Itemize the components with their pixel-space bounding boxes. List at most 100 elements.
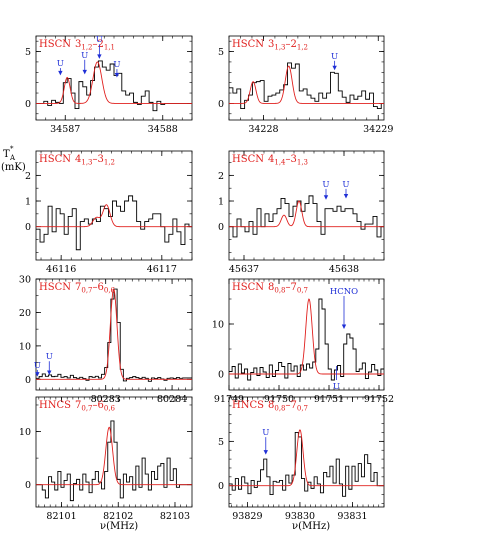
annotation-arrowhead xyxy=(332,65,337,71)
annotation-marker: U xyxy=(96,35,103,59)
observed-spectrum xyxy=(36,195,192,251)
label-part-mol: HSCN xyxy=(232,39,264,50)
y-tick-label: 0 xyxy=(218,99,224,110)
label-part-mol: HSCN xyxy=(39,154,71,165)
spectrum-panel-2: 34228 34229 0 5 HSCN 31,3–21,2 U xyxy=(218,35,393,135)
y-tick-label: 20 xyxy=(19,308,31,319)
label-part-mol: HSCN xyxy=(39,282,71,293)
label-part-l1: 3 xyxy=(291,154,297,165)
x-tick-label: 46117 xyxy=(147,264,177,275)
x-tick-label: 93829 xyxy=(232,511,262,522)
y-tick-label: 2 xyxy=(25,171,31,182)
panel-label: HNCS 70,7–60,6 xyxy=(39,400,116,413)
spectrum-panel-7: 82101 82102 82103 0 10 HNCS 70,7–60,6 xyxy=(19,396,193,522)
annotation-marker: U xyxy=(342,180,350,199)
plot-frame xyxy=(228,278,385,391)
panel-label: HSCN 80,8–70,7 xyxy=(232,282,308,295)
x-tick-label: 93830 xyxy=(285,511,315,522)
annotation-label: HCNO xyxy=(330,287,358,297)
label-part-u1: 4 xyxy=(75,154,81,165)
y-tick-label: 0 xyxy=(25,375,31,386)
annotation-arrowhead xyxy=(97,54,102,59)
label-part-l1: 3 xyxy=(98,154,104,165)
model-fit-line xyxy=(229,298,384,375)
x-tick-label: 82102 xyxy=(103,511,133,522)
panel-label: HNCS 80,8–70,7 xyxy=(232,400,308,413)
y-label-sup: * xyxy=(10,145,14,153)
annotation-arrowhead xyxy=(323,195,329,200)
label-part-u1: 7 xyxy=(75,282,81,293)
label-part-mol: HSCN xyxy=(39,39,71,50)
y-tick-label: 1 xyxy=(218,197,224,208)
panel-label: HSCN 41,3–31,2 xyxy=(39,154,115,167)
annotation-label: U xyxy=(34,361,41,371)
x-tick-label: 91751 xyxy=(314,394,344,405)
plot-area xyxy=(229,298,384,381)
label-dash: – xyxy=(286,39,291,50)
y-tick-label: 0 xyxy=(25,480,31,491)
plot-area xyxy=(36,288,192,382)
annotation-label: U xyxy=(96,35,103,45)
annotation-arrowhead xyxy=(35,372,40,377)
annotation-label: U xyxy=(57,59,64,69)
label-part-u2: 1,3 xyxy=(274,44,285,52)
plot-area xyxy=(229,62,384,110)
spectrum-panel-3: 46116 46117 0 1 2 HSCN 41,3–31,2 xyxy=(25,150,193,275)
y-label-sub: A xyxy=(9,154,16,162)
annotation-marker: U xyxy=(262,428,269,455)
x-tick-label: 45637 xyxy=(229,264,259,275)
label-part-u1: 8 xyxy=(268,282,274,293)
annotation-label: U xyxy=(322,180,329,190)
plot-area xyxy=(229,429,384,497)
plot-frame xyxy=(228,396,385,508)
label-part-u1: 8 xyxy=(268,400,274,411)
annotation-arrowhead xyxy=(341,324,347,329)
annotation-marker: U xyxy=(34,361,41,377)
label-part-u1: 4 xyxy=(268,154,274,165)
y-tick-label: 0 xyxy=(218,370,224,381)
plot-frame xyxy=(35,396,193,508)
label-part-u2: 1,2 xyxy=(81,44,92,52)
x-tick-label: 80284 xyxy=(157,394,187,405)
x-tick-label: 80283 xyxy=(91,394,121,405)
label-part-mol: HNCS xyxy=(232,400,264,411)
y-tick-label: 5 xyxy=(25,47,31,58)
plot-area xyxy=(36,195,192,251)
observed-spectrum xyxy=(36,60,192,112)
annotation-arrowhead xyxy=(343,193,349,199)
model-fit-line xyxy=(229,429,384,487)
observed-spectrum xyxy=(36,288,192,382)
label-part-l1: 2 xyxy=(98,39,104,50)
label-dash: – xyxy=(286,282,291,293)
label-dash: – xyxy=(93,400,98,411)
label-part-l1: 7 xyxy=(291,282,297,293)
y-tick-label: 5 xyxy=(218,47,224,58)
model-fit-line xyxy=(229,200,384,228)
label-part-mol: HSCN xyxy=(232,154,264,165)
x-tick-label: 45638 xyxy=(329,264,359,275)
label-part-u1: 7 xyxy=(75,400,81,411)
label-dash: – xyxy=(286,154,291,165)
y-tick-label: 0 xyxy=(218,222,224,233)
x-tick-label: 82103 xyxy=(160,511,190,522)
observed-spectrum xyxy=(36,420,192,502)
x-tick-label: 34587 xyxy=(50,124,80,135)
label-dash: – xyxy=(93,282,98,293)
label-part-l2: 1,2 xyxy=(104,159,115,167)
panel-label: HSCN 31,3–21,2 xyxy=(232,39,308,52)
y-tick-label: 0 xyxy=(25,222,31,233)
annotation-arrowhead xyxy=(114,72,120,78)
x-label-right: ν(MHz) xyxy=(292,521,330,532)
label-dash: – xyxy=(93,154,98,165)
plot-area xyxy=(36,420,192,502)
y-label-unit: (mK) xyxy=(1,162,26,173)
panel-label: HSCN 31,2–21,1 xyxy=(39,39,115,52)
model-fit-line xyxy=(36,61,192,104)
label-part-mol: HNCS xyxy=(39,400,71,411)
y-tick-label: 10 xyxy=(212,320,224,331)
label-part-u1: 3 xyxy=(75,39,81,50)
plot-area xyxy=(229,195,384,238)
annotation-label: U xyxy=(262,428,269,438)
label-part-l2: 1,1 xyxy=(104,44,115,52)
